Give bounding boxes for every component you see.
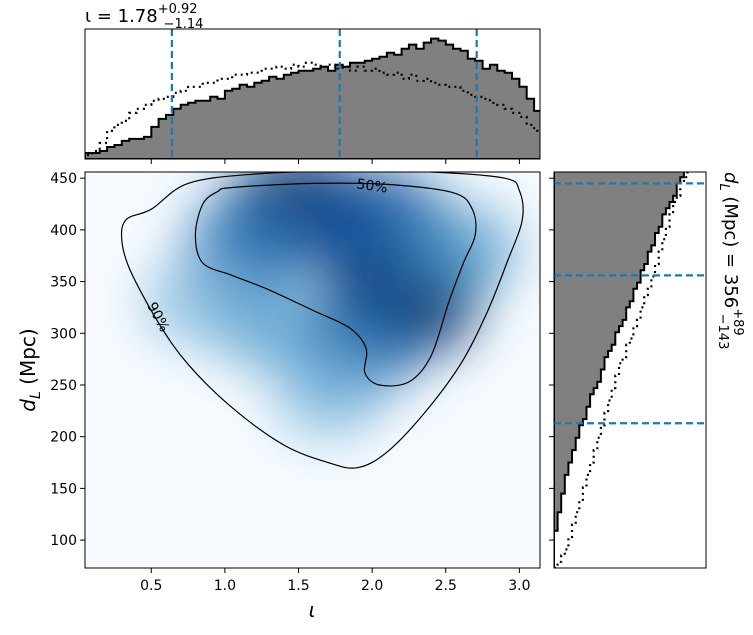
contour-label-50pct: 50%	[355, 176, 388, 196]
top-marginal-frame	[84, 28, 541, 160]
contour-50pct	[194, 182, 477, 387]
top-marginal-panel: ι = 1.78+0.92 −1.14	[84, 2, 541, 164]
y-axis-label: dL (Mpc)	[16, 328, 44, 411]
y-tick-label: 100	[50, 533, 77, 549]
top-histogram-dotted	[85, 61, 540, 159]
y-tick-label: 300	[50, 326, 77, 342]
y-tick-label: 250	[50, 378, 77, 394]
density-peak-7	[273, 351, 383, 440]
joint-panel-frame	[84, 171, 541, 569]
top-marginal-title: ι = 1.78+0.92 −1.14	[85, 2, 203, 32]
y-tick-label: 200	[50, 430, 77, 446]
x-tick-label: 2.5	[435, 578, 457, 594]
y-tick-label: 450	[50, 171, 77, 187]
x-tick-label: 1.5	[287, 578, 309, 594]
top-histogram-filled	[85, 37, 540, 159]
x-tick-label: 3.0	[508, 578, 530, 594]
right-marginal-panel: dL (Mpc) = 356+89−143	[549, 171, 745, 569]
y-tick-label: 150	[50, 481, 77, 497]
right-histogram-dotted	[554, 172, 689, 568]
density-peak-6	[402, 204, 519, 297]
x-axis-label: ι	[309, 598, 316, 622]
right-histogram-filled	[554, 172, 685, 568]
y-tick-label: 350	[50, 275, 77, 291]
contour-90pct	[120, 172, 524, 469]
right-marginal-frame	[553, 171, 707, 569]
density-peak-8	[142, 259, 249, 345]
x-tick-label: 0.5	[140, 578, 162, 594]
joint-panel: 50%90% 0.5 1.0 1.5 2.0 2.5 3.0100150200250300…	[16, 171, 541, 622]
y-tick-label: 400	[50, 223, 77, 239]
x-tick-label: 2.0	[361, 578, 383, 594]
x-tick-label: 1.0	[214, 578, 236, 594]
right-marginal-title: dL (Mpc) = 356+89−143	[715, 172, 745, 349]
